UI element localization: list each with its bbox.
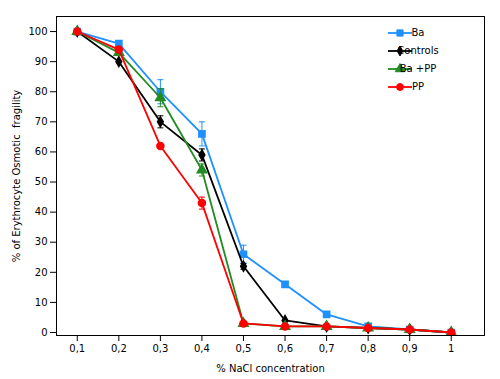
svg-text:0,2: 0,2 xyxy=(111,343,127,354)
svg-text:10: 10 xyxy=(35,297,48,308)
svg-text:0,9: 0,9 xyxy=(402,343,418,354)
svg-text:80: 80 xyxy=(35,86,48,97)
svg-text:Ba +PP: Ba +PP xyxy=(400,63,437,74)
svg-text:70: 70 xyxy=(35,116,48,127)
svg-text:0,4: 0,4 xyxy=(194,343,210,354)
svg-text:60: 60 xyxy=(35,146,48,157)
svg-text:0: 0 xyxy=(41,327,47,338)
svg-text:% NaCl concentration: % NaCl concentration xyxy=(216,363,325,374)
svg-text:50: 50 xyxy=(35,176,48,187)
svg-text:0,6: 0,6 xyxy=(277,343,293,354)
svg-text:0,1: 0,1 xyxy=(69,343,85,354)
svg-text:0,8: 0,8 xyxy=(360,343,376,354)
svg-text:0,5: 0,5 xyxy=(236,343,252,354)
svg-text:0,3: 0,3 xyxy=(152,343,168,354)
svg-text:40: 40 xyxy=(35,206,48,217)
svg-text:20: 20 xyxy=(35,267,48,278)
svg-text:PP: PP xyxy=(412,81,424,92)
svg-text:Ba: Ba xyxy=(412,27,425,38)
svg-text:90: 90 xyxy=(35,56,48,67)
svg-text:1: 1 xyxy=(448,343,454,354)
svg-text:100: 100 xyxy=(28,26,47,37)
svg-text:30: 30 xyxy=(35,236,48,247)
svg-text:0,7: 0,7 xyxy=(319,343,335,354)
svg-text:% of Erythrocyte Osmotic frag: % of Erythrocyte Osmotic fragility xyxy=(11,90,22,263)
svg-text:Controls: Controls xyxy=(397,45,438,56)
